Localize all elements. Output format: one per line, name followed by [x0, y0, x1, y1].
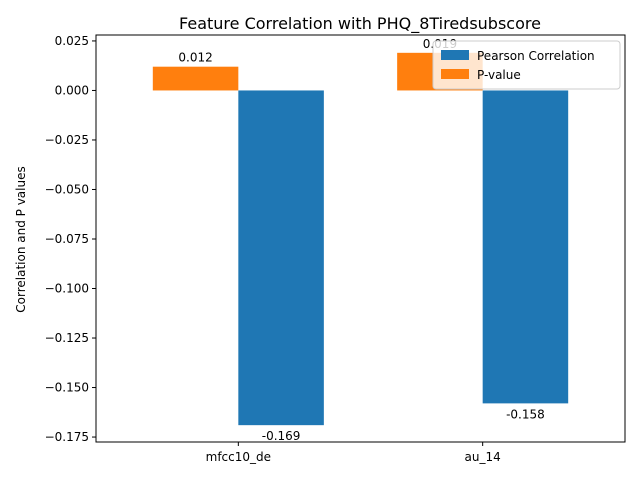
y-tick-label: 0.000 [55, 83, 89, 97]
x-tick-label: au_14 [465, 450, 501, 464]
y-tick-label: −0.150 [45, 381, 89, 395]
data-label-pearson-mfcc10_de: -0.169 [262, 429, 301, 443]
y-tick-label: −0.100 [45, 282, 89, 296]
bar-pearson-mfcc10_de [238, 90, 324, 426]
y-axis: 0.025 0.000 −0.025 −0.050 −0.075 −0.100 −0.125… [45, 34, 96, 444]
legend-box [432, 40, 621, 90]
chart-title: Feature Correlation with PHQ_8Tiredsubsc… [179, 14, 541, 34]
y-tick-label: 0.025 [55, 34, 89, 48]
bar-pvalue-mfcc10_de [152, 66, 239, 91]
legend-label: P-value [477, 68, 521, 82]
legend: Pearson Correlation P-value [432, 40, 621, 90]
y-tick-label: −0.025 [45, 133, 89, 147]
y-axis-label: Correlation and P values [14, 166, 28, 312]
y-tick-label: −0.050 [45, 182, 89, 196]
x-tick-label: mfcc10_de [206, 450, 271, 464]
data-label-pvalue-mfcc10_de: 0.012 [178, 51, 212, 65]
bar-pearson-au_14 [482, 90, 569, 404]
legend-label: Pearson Correlation [477, 49, 595, 63]
x-axis: mfcc10_de au_14 [206, 442, 501, 464]
data-label-pearson-au_14: -0.158 [506, 407, 545, 421]
y-tick-label: −0.175 [45, 430, 89, 444]
legend-swatch [441, 69, 469, 79]
legend-swatch [441, 50, 469, 60]
y-tick-label: −0.075 [45, 232, 89, 246]
y-tick-label: −0.125 [45, 331, 89, 345]
bars-group [152, 52, 569, 426]
